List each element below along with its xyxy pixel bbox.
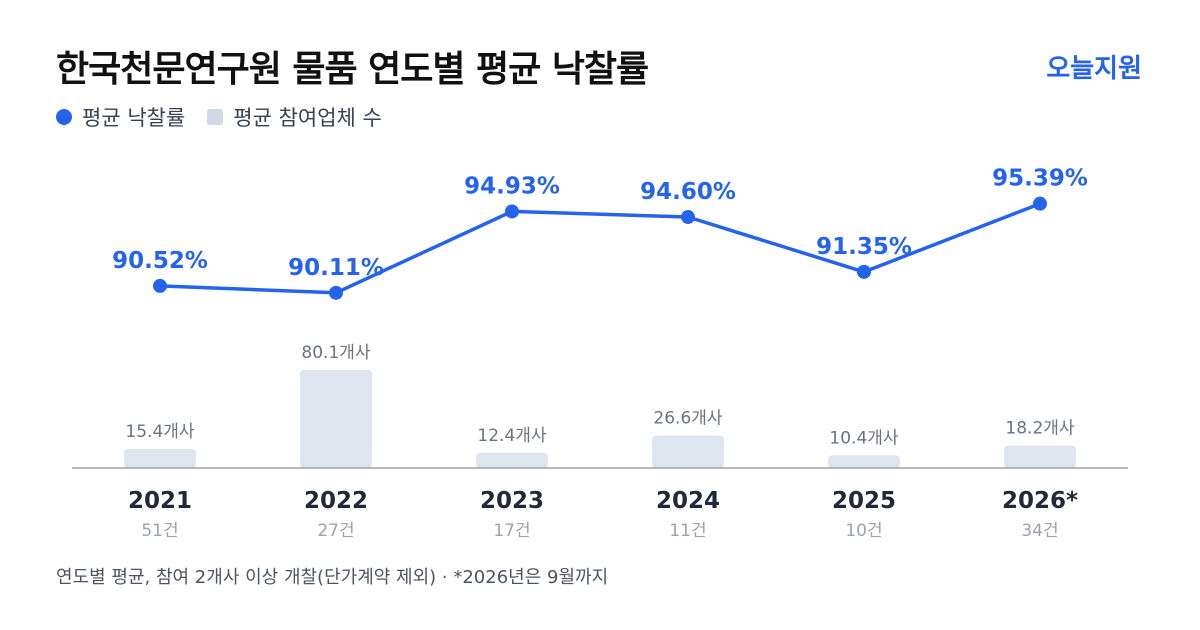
notice-count-label: 27건 [317,521,354,541]
legend-label-rate: 평균 낙찰률 [82,106,186,130]
notice-count-label: 10건 [845,521,882,541]
bar-value-label: 10.4개사 [829,428,898,448]
rate-point [1033,196,1047,211]
rate-value-label: 94.60% [640,179,736,205]
x-tick-label: 2022 [304,488,368,514]
bar-value-label: 18.2개사 [1005,419,1074,439]
bar-value-label: 26.6개사 [653,408,722,428]
rate-point [329,285,343,300]
rate-value-label: 94.93% [464,173,560,199]
notice-count-label: 17건 [493,521,530,541]
bar [1004,445,1076,468]
rate-point [857,264,871,279]
chart-title: 한국천문연구원 물품 연도별 평균 낙찰률 [56,49,649,90]
legend-label-bidders: 평균 참여업체 수 [233,106,382,130]
x-tick-label: 2021 [128,488,192,514]
legend: 평균 낙찰률 평균 참여업체 수 [56,102,382,132]
legend-square-icon [207,109,224,125]
legend-dot-icon [56,109,72,125]
bar [652,435,724,468]
bar-value-label: 15.4개사 [125,422,194,442]
rate-value-label: 95.39% [992,166,1088,192]
legend-item-bidders: 평균 참여업체 수 [207,102,382,132]
notice-count-label: 51건 [141,521,178,541]
rate-value-label: 91.35% [816,234,912,260]
footnote: 연도별 평균, 참여 2개사 이상 개찰(단가계약 제외) · *2026년은 … [56,567,609,588]
x-tick-label: 2023 [480,488,544,514]
rate-line [158,201,1042,295]
x-tick-label: 2024 [656,488,720,514]
notice-count-label: 11건 [669,521,706,541]
bar [828,455,900,468]
bar-value-label: 80.1개사 [301,343,370,363]
rate-point [505,204,519,219]
rate-value-label: 90.11% [288,255,384,281]
bar [124,449,196,468]
legend-item-rate: 평균 낙찰률 [56,102,185,132]
brand-logo[interactable]: 오늘지원 [1046,54,1142,84]
rate-value-label: 90.52% [112,248,208,274]
rate-point [153,278,167,293]
bar [300,370,372,468]
x-tick-label: 2026* [1002,488,1078,514]
x-tick-label: 2025 [832,488,896,514]
bar [476,452,548,468]
notice-count-label: 34건 [1021,521,1058,541]
rate-point [681,210,695,225]
bar-value-label: 12.4개사 [477,426,546,446]
